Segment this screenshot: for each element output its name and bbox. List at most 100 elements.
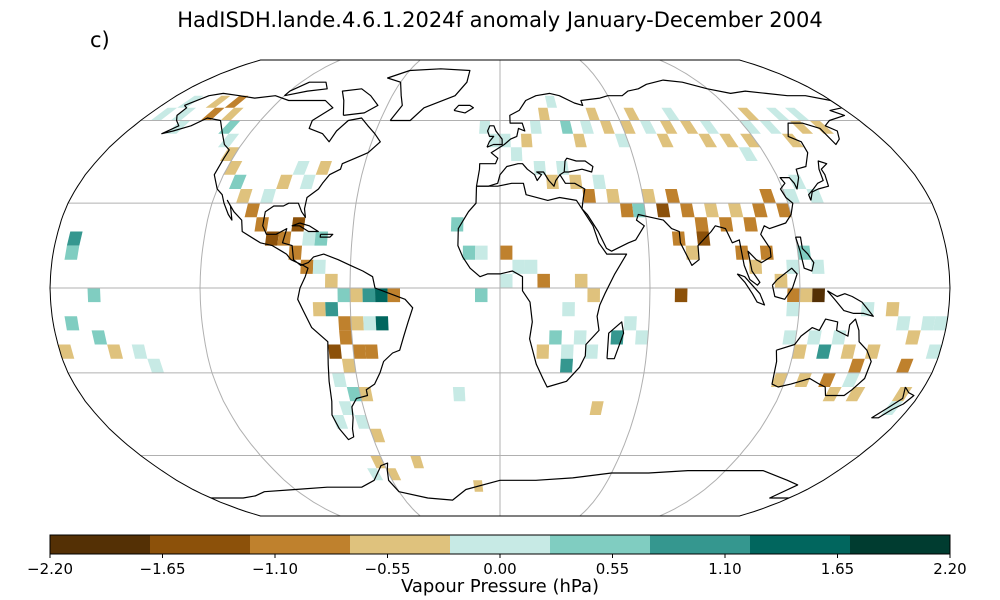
grid-cell: [589, 401, 604, 415]
grid-cell: [338, 401, 355, 415]
grid-cell: [350, 288, 363, 303]
grid-cell: [58, 344, 75, 359]
grid-cell: [797, 245, 812, 260]
grid-cell: [350, 316, 364, 331]
grid-cell: [719, 133, 739, 148]
grid-cell: [364, 344, 379, 359]
grid-cell: [529, 120, 542, 134]
grid-cell: [367, 468, 384, 481]
grid-cell: [759, 245, 774, 260]
grid-cell: [200, 107, 225, 121]
grid-cell: [659, 120, 678, 134]
anomaly-grid: [58, 95, 948, 492]
colorbar-segment: [450, 535, 551, 554]
grid-cell: [698, 133, 717, 148]
grid-cell: [66, 231, 83, 246]
grid-cell: [410, 455, 424, 469]
grid-cell: [786, 259, 800, 274]
grid-cell: [639, 120, 657, 134]
coastline: [795, 236, 815, 272]
grid-cell: [606, 189, 620, 204]
grid-cell: [812, 288, 825, 303]
grid-cell: [300, 259, 314, 274]
colorbar-segment: [650, 535, 751, 554]
grid-cell: [685, 245, 700, 260]
grid-cell: [363, 316, 377, 331]
graticule: [50, 60, 950, 516]
grid-cell: [560, 358, 573, 373]
grid-cell: [500, 273, 513, 288]
grid-cell: [358, 387, 374, 402]
grid-cell: [338, 316, 352, 331]
panel-label: c): [90, 28, 110, 52]
coastline: [826, 290, 874, 317]
colorbar-tick-label: 0.55: [596, 560, 629, 578]
grid-cell: [635, 330, 649, 345]
grid-cell: [87, 288, 101, 303]
grid-cell: [738, 147, 758, 161]
coastline: [771, 318, 872, 397]
grid-cell: [524, 259, 538, 274]
grid-cell: [218, 120, 241, 134]
grid-cell: [809, 120, 834, 134]
coastline: [319, 233, 334, 238]
grid-cell: [592, 174, 607, 189]
grid-cell: [375, 316, 389, 331]
grid-cell: [131, 344, 148, 359]
grid-cell: [582, 189, 596, 204]
grid-cell: [325, 302, 339, 317]
grid-cell: [789, 120, 814, 134]
grid-cell: [341, 358, 356, 373]
grid-cell: [574, 273, 588, 288]
grid-cell: [896, 358, 914, 373]
coastline: [291, 222, 319, 233]
grid-cell: [220, 107, 244, 121]
grid-cell: [743, 217, 758, 232]
coastline: [387, 68, 471, 122]
colorbar-segment: [150, 535, 251, 554]
grid-cell: [788, 174, 807, 189]
coastline: [284, 81, 328, 97]
grid-cell: [740, 133, 761, 148]
grid-cell: [556, 161, 570, 175]
colorbar-tick-label: 0.00: [483, 560, 516, 578]
colorbar-segment: [550, 535, 651, 554]
grid-cell: [781, 133, 804, 148]
grid-cell: [520, 133, 533, 148]
grid-cell: [623, 316, 637, 331]
grid-cell: [510, 147, 523, 161]
grid-cell: [302, 231, 316, 246]
grid-cell: [656, 133, 674, 148]
grid-cell: [680, 203, 695, 218]
grid-cell: [822, 387, 842, 402]
coastline: [475, 79, 846, 286]
grid-cell: [573, 330, 587, 345]
colorbar-segment: [850, 535, 951, 554]
colorbar-segment: [750, 535, 851, 554]
grid-cell: [362, 288, 376, 303]
grid-cell: [177, 95, 204, 108]
coastline: [486, 125, 503, 148]
grid-cell: [704, 203, 719, 218]
grid-cell: [671, 231, 686, 246]
map-boundary: [49, 59, 951, 517]
grid-cell: [774, 273, 788, 288]
grid-cell: [260, 189, 277, 204]
grid-cell: [776, 203, 792, 218]
grid-cell: [328, 344, 342, 359]
grid-cell: [549, 330, 562, 345]
coastline: [871, 386, 915, 419]
grid-cell: [325, 273, 338, 288]
grid-cell: [765, 107, 790, 121]
grid-cell: [452, 387, 466, 402]
colorbar-segment: [250, 535, 351, 554]
colorbar-tick-label: −0.55: [365, 560, 411, 578]
grid-cell: [784, 107, 810, 121]
grid-cell: [107, 344, 123, 359]
grid-cell: [841, 372, 860, 387]
grid-cell: [791, 344, 807, 359]
grid-cell: [354, 415, 370, 429]
grid-cell: [759, 189, 776, 204]
